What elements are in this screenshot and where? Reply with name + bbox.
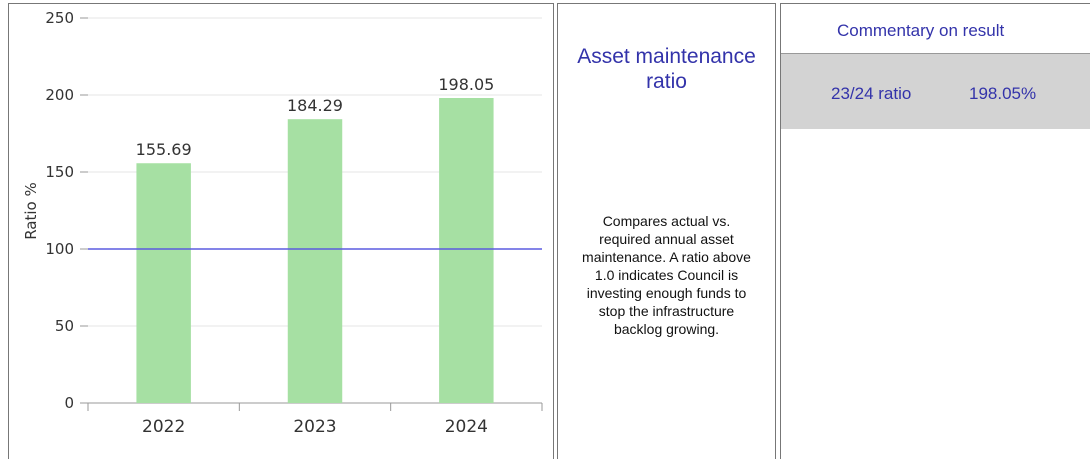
bar xyxy=(287,119,343,404)
x-tick-label: 2022 xyxy=(142,417,185,437)
data-label: 184.29 xyxy=(287,96,343,115)
commentary-row: 23/24 ratio 198.05% xyxy=(781,54,1090,129)
info-title: Asset maintenance ratio xyxy=(577,45,756,93)
y-tick-label: 200 xyxy=(45,86,74,104)
y-tick-label: 250 xyxy=(45,9,74,27)
info-panel: Asset maintenance ratio Compares actual … xyxy=(557,3,776,459)
bar xyxy=(439,98,494,404)
data-label: 155.69 xyxy=(136,140,192,159)
commentary-header: Commentary on result xyxy=(781,4,1090,54)
commentary-panel: Commentary on result 23/24 ratio 198.05% xyxy=(780,3,1090,459)
x-tick-label: 2024 xyxy=(445,417,488,437)
y-tick-label: 50 xyxy=(55,317,74,335)
chart: Ratio % 0 50 100 150 200 250 2022 155.69 2023 184… xyxy=(22,9,543,437)
y-tick-label: 100 xyxy=(45,240,74,258)
x-tick-label: 2023 xyxy=(293,417,336,437)
y-axis-label: Ratio % xyxy=(22,182,40,240)
chart-panel: Ratio % 0 50 100 150 200 250 2022 155.69 2023 184… xyxy=(8,3,554,459)
data-label: 198.05 xyxy=(438,75,494,94)
commentary-value: 198.05% xyxy=(969,84,1037,103)
y-tick-label: 150 xyxy=(45,163,74,181)
bar xyxy=(136,163,191,403)
info-description: Compares actual vs. required annual asse… xyxy=(582,213,751,337)
commentary-label: 23/24 ratio xyxy=(831,84,912,103)
y-tick-label: 0 xyxy=(64,394,74,412)
